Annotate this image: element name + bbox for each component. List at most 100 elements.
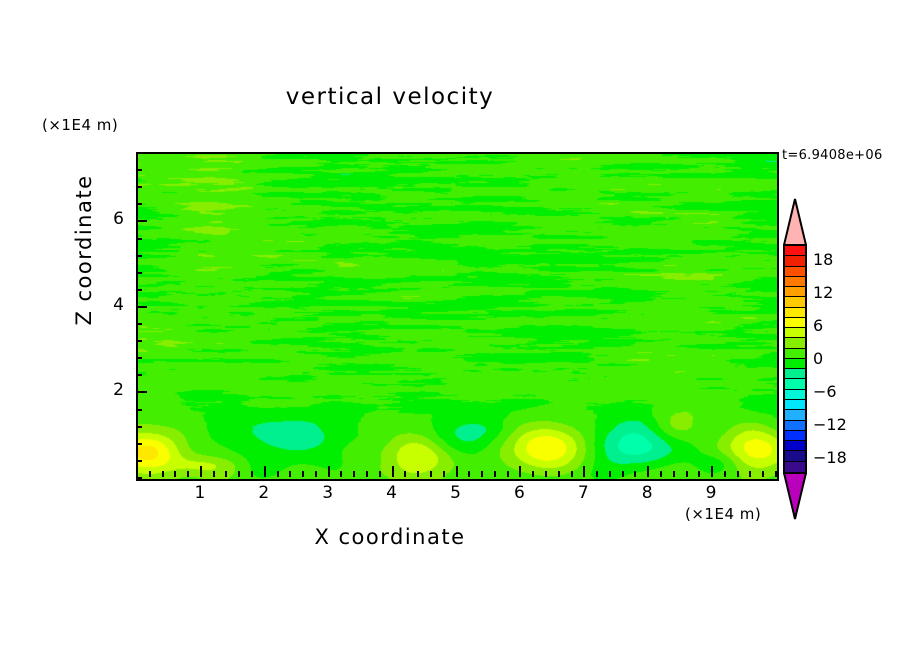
colorbar-tick-label: 0 — [813, 349, 824, 368]
x-minor-tick — [749, 471, 752, 477]
x-major-tick — [327, 466, 330, 477]
x-tick-label: 2 — [258, 483, 270, 503]
x-minor-tick — [685, 471, 688, 477]
x-minor-tick — [506, 471, 509, 477]
colorbar-band — [785, 348, 805, 359]
x-minor-tick — [698, 471, 701, 477]
colorbar-band — [785, 307, 805, 318]
z-minor-tick — [136, 323, 142, 326]
z-minor-tick — [136, 459, 142, 462]
x-minor-tick — [136, 471, 138, 477]
x-major-tick — [391, 466, 394, 477]
colorbar-bottom-cap-icon — [783, 472, 807, 520]
colorbar-band — [785, 399, 805, 411]
x-minor-tick — [596, 471, 599, 477]
x-major-tick — [647, 466, 650, 477]
x-minor-tick — [493, 471, 496, 477]
colorbar-band — [785, 266, 805, 277]
x-minor-tick — [468, 471, 471, 477]
x-tick-label: 6 — [513, 483, 525, 503]
z-major-tick — [136, 391, 147, 394]
x-tick-label: 8 — [641, 483, 653, 503]
z-minor-tick — [136, 357, 142, 360]
x-minor-tick — [608, 471, 611, 477]
x-major-tick — [199, 466, 202, 477]
colorbar-top-cap-icon — [783, 198, 807, 246]
x-minor-tick — [174, 471, 177, 477]
z-tick-label: 6 — [113, 209, 124, 230]
x-tick-label: 3 — [322, 483, 334, 503]
colorbar-band — [785, 441, 805, 452]
colorbar-band — [785, 451, 805, 462]
x-minor-tick — [366, 471, 369, 477]
z-tick-label: 2 — [113, 380, 124, 401]
colorbar-tick-label: 12 — [813, 283, 834, 303]
colorbar: 18 12 6 0 −6 −12 −18 — [783, 198, 847, 520]
x-minor-tick — [225, 471, 228, 477]
z-minor-tick — [136, 288, 142, 291]
colorbar-band — [785, 379, 805, 390]
x-minor-tick — [570, 471, 573, 477]
x-minor-tick — [532, 471, 535, 477]
z-axis-unit-label: (×1E4 m) — [42, 116, 119, 134]
x-tick-label: 1 — [194, 483, 206, 503]
velocity-field-canvas — [138, 154, 777, 479]
colorbar-band — [785, 369, 805, 380]
colorbar-tick-label: −18 — [813, 447, 847, 467]
x-minor-tick — [672, 471, 675, 477]
x-major-tick — [519, 466, 522, 477]
x-minor-tick — [621, 471, 624, 477]
z-minor-tick — [136, 237, 142, 240]
x-major-tick — [455, 466, 458, 477]
colorbar-band — [785, 256, 805, 267]
x-minor-tick — [340, 471, 343, 477]
x-minor-tick — [404, 471, 407, 477]
z-minor-tick — [136, 408, 142, 411]
x-major-tick — [263, 466, 266, 477]
colorbar-band — [785, 276, 805, 288]
x-minor-tick — [302, 471, 305, 477]
z-minor-tick — [136, 442, 142, 445]
x-minor-tick — [378, 471, 381, 477]
colorbar-band — [785, 328, 805, 339]
z-minor-tick — [136, 425, 142, 428]
colorbar-band — [785, 420, 805, 431]
x-minor-tick — [723, 471, 726, 477]
x-minor-tick — [187, 471, 190, 477]
x-minor-tick — [544, 471, 547, 477]
x-minor-tick — [276, 471, 279, 477]
x-minor-tick — [557, 471, 560, 477]
colorbar-band — [785, 287, 805, 298]
x-minor-tick — [212, 471, 215, 477]
z-minor-tick — [136, 340, 142, 343]
colorbar-band — [785, 297, 805, 308]
z-tick-label: 4 — [113, 294, 124, 315]
x-minor-tick — [148, 471, 151, 477]
z-minor-tick — [136, 186, 142, 189]
colorbar-band — [785, 246, 805, 257]
x-minor-tick — [736, 471, 739, 477]
z-minor-tick — [136, 477, 142, 479]
colorbar-tick-label: −6 — [813, 381, 837, 401]
colorbar-band — [785, 338, 805, 349]
x-axis-unit-label: (×1E4 m) — [685, 505, 762, 523]
x-minor-tick — [238, 471, 241, 477]
z-major-tick — [136, 220, 147, 223]
x-minor-tick — [161, 471, 164, 477]
colorbar-band — [785, 317, 805, 329]
x-tick-label: 7 — [577, 483, 589, 503]
colorbar-band — [785, 430, 805, 442]
timestamp-annotation: t=6.9408e+06 — [782, 148, 883, 163]
colorbar-band — [785, 389, 805, 400]
x-major-tick — [711, 466, 714, 477]
x-minor-tick — [659, 471, 662, 477]
colorbar-band — [785, 358, 805, 370]
x-minor-tick — [314, 471, 317, 477]
z-major-tick — [136, 305, 147, 308]
colorbar-bands — [783, 244, 807, 474]
x-minor-tick — [289, 471, 292, 477]
x-tick-label: 5 — [450, 483, 461, 503]
x-minor-tick — [634, 471, 637, 477]
colorbar-band — [785, 410, 805, 421]
x-minor-tick — [481, 471, 484, 477]
